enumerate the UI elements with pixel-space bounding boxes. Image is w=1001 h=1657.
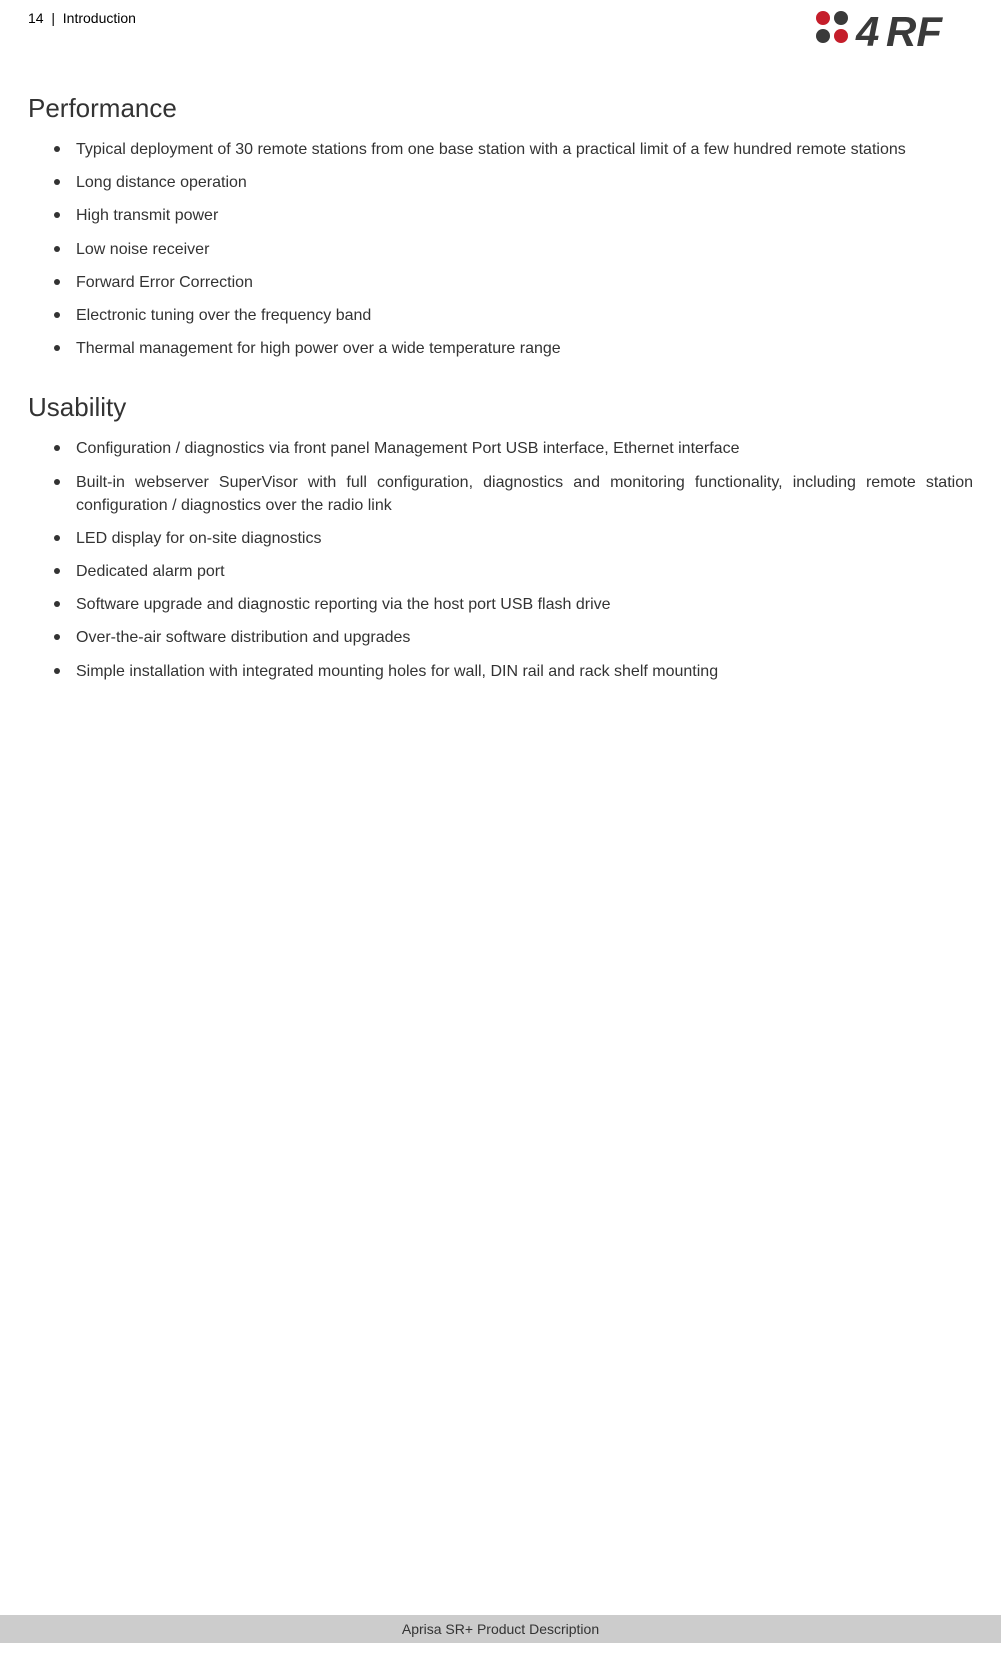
- list-item: Thermal management for high power over a…: [28, 337, 973, 360]
- list-item: Configuration / diagnostics via front pa…: [28, 437, 973, 460]
- performance-heading: Performance: [28, 93, 973, 124]
- footer-text: Aprisa SR+ Product Description: [402, 1621, 599, 1637]
- page-header: 14 | Introduction 4 RF: [0, 0, 1001, 61]
- list-item: Typical deployment of 30 remote stations…: [28, 138, 973, 161]
- list-item: Electronic tuning over the frequency ban…: [28, 304, 973, 327]
- usability-list: Configuration / diagnostics via front pa…: [28, 437, 973, 683]
- usability-heading: Usability: [28, 392, 973, 423]
- list-item: Forward Error Correction: [28, 271, 973, 294]
- performance-list: Typical deployment of 30 remote stations…: [28, 138, 973, 360]
- page-number: 14: [28, 10, 44, 26]
- list-item: High transmit power: [28, 204, 973, 227]
- list-item: LED display for on-site diagnostics: [28, 527, 973, 550]
- list-item: Over-the-air software distribution and u…: [28, 626, 973, 649]
- list-item: Long distance operation: [28, 171, 973, 194]
- header-breadcrumb: 14 | Introduction: [28, 10, 136, 26]
- list-item: Software upgrade and diagnostic reportin…: [28, 593, 973, 616]
- svg-text:RF: RF: [886, 8, 943, 55]
- list-item: Dedicated alarm port: [28, 560, 973, 583]
- 4rf-logo-icon: 4 RF: [808, 6, 973, 56]
- section-name: Introduction: [63, 10, 136, 26]
- list-item: Built-in webserver SuperVisor with full …: [28, 471, 973, 517]
- separator: |: [51, 10, 55, 26]
- svg-text:4: 4: [855, 8, 879, 55]
- page-content: Performance Typical deployment of 30 rem…: [0, 61, 1001, 683]
- page-footer: Aprisa SR+ Product Description: [0, 1615, 1001, 1643]
- list-item: Simple installation with integrated moun…: [28, 660, 973, 683]
- brand-logo: 4 RF: [808, 6, 973, 61]
- list-item: Low noise receiver: [28, 238, 973, 261]
